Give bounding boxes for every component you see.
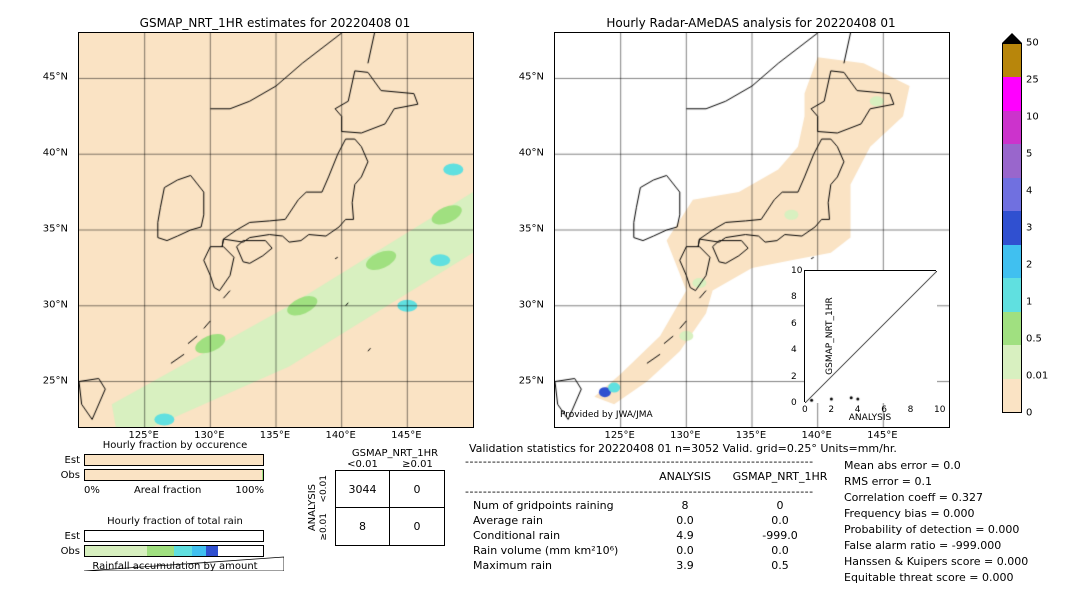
x-tick: 130°E (670, 426, 700, 441)
validation-cell: 0 (725, 498, 835, 513)
inset-ylabel: GSMAP_NRT_1HR (825, 297, 835, 375)
right-map-panel: Hourly Radar-AMeDAS analysis for 2022040… (554, 16, 948, 426)
colorbar-tick: 0.01 (1026, 371, 1048, 382)
fraction-occurrence-title: Hourly fraction by occurence (60, 440, 290, 451)
x-tick: 140°E (801, 426, 831, 441)
validation-cell: 0.0 (645, 543, 725, 558)
contingency-row-label: ANALYSIS (307, 484, 318, 531)
ct-cell-01: 0 (390, 470, 445, 508)
inset-scatter: ANALYSIS GSMAP_NRT_1HR 00224466881010 (804, 270, 936, 402)
left-map-panel: GSMAP_NRT_1HR estimates for 20220408 01 … (78, 16, 472, 426)
right-map-title: Hourly Radar-AMeDAS analysis for 2022040… (554, 16, 948, 30)
validation-cell: 3.9 (645, 558, 725, 573)
colorbar-tick: 1 (1026, 297, 1032, 308)
y-tick: 40°N (43, 148, 72, 159)
metric-row: Probability of detection = 0.000 (844, 522, 1028, 538)
validation-cell: 0.5 (725, 558, 835, 573)
colorbar-overflow-icon (1002, 33, 1022, 43)
validation-cell: 0.0 (725, 543, 835, 558)
x-tick: 140°E (325, 426, 355, 441)
ct-cell-11: 0 (390, 508, 445, 546)
validation-cell: -999.0 (725, 528, 835, 543)
colorbar-tick: 4 (1026, 186, 1032, 197)
y-tick: 25°N (43, 375, 72, 386)
fraction-occurrence: Hourly fraction by occurence Est Obs 0% A… (60, 440, 290, 496)
validation-cell: Average rain (465, 513, 645, 528)
ct-cell-00: 3044 (335, 470, 390, 508)
frac-row-label: Obs (60, 546, 84, 557)
ct-row-h0: <0.01 (319, 475, 335, 503)
validation-cell: 8 (645, 498, 725, 513)
metric-row: Equitable threat score = 0.000 (844, 570, 1028, 586)
validation-cell: Num of gridpoints raining (465, 498, 645, 513)
contingency-col-label: GSMAP_NRT_1HR (305, 448, 455, 459)
contingency-table: GSMAP_NRT_1HR <0.01 ≥0.01 ANALYSIS <0.01… (305, 448, 455, 546)
colorbar-tick: 2 (1026, 260, 1032, 271)
left-map-canvas (78, 32, 474, 428)
metrics-block: Mean abs error = 0.0RMS error = 0.1Corre… (844, 458, 1028, 586)
frac-bar (84, 530, 264, 542)
colorbar-tick: 50 (1026, 38, 1039, 49)
validation-cell: 0.0 (645, 513, 725, 528)
metric-row: RMS error = 0.1 (844, 474, 1028, 490)
validation-cell: 4.9 (645, 528, 725, 543)
colorbar-tick: 0 (1026, 408, 1032, 419)
val-col1: ANALYSIS (645, 468, 725, 485)
ct-cell-10: 8 (335, 508, 390, 546)
y-tick: 45°N (519, 72, 548, 83)
fraction-total-rain: Hourly fraction of total rain EstObs Rai… (60, 516, 290, 572)
colorbar-tick: 25 (1026, 75, 1039, 86)
left-map-title: GSMAP_NRT_1HR estimates for 20220408 01 (78, 16, 472, 30)
ct-col-h0: <0.01 (335, 459, 390, 470)
frac-row-label: Obs (60, 470, 84, 481)
x-tick: 125°E (128, 426, 158, 441)
colorbar-tick: 10 (1026, 112, 1039, 123)
frac-scale-right: 100% (235, 485, 264, 496)
y-tick: 30°N (43, 299, 72, 310)
y-tick: 40°N (519, 148, 548, 159)
x-tick: 135°E (260, 426, 290, 441)
x-tick: 145°E (391, 426, 421, 441)
val-col2: GSMAP_NRT_1HR (725, 468, 835, 485)
provided-by-label: Provided by JWA/JMA (560, 410, 653, 420)
x-tick: 125°E (604, 426, 634, 441)
y-tick: 35°N (519, 224, 548, 235)
x-tick: 130°E (194, 426, 224, 441)
colorbar: 50 25 10 5 4 3 2 1 0.5 0.01 0 (1002, 33, 1068, 433)
colorbar-tick: 3 (1026, 223, 1032, 234)
frac-bar (84, 454, 264, 466)
frac-scale-left: 0% (84, 485, 100, 496)
validation-cell: Conditional rain (465, 528, 645, 543)
y-tick: 35°N (43, 224, 72, 235)
validation-cell: Rain volume (mm km²10⁶) (465, 543, 645, 558)
frac-row-label: Est (60, 531, 84, 542)
colorbar-tick: 5 (1026, 149, 1032, 160)
validation-cell: 0.0 (725, 513, 835, 528)
metric-row: Correlation coeff = 0.327 (844, 490, 1028, 506)
ct-row-h1: ≥0.01 (319, 513, 335, 541)
colorbar-tick: 0.5 (1026, 334, 1042, 345)
ct-col-h1: ≥0.01 (390, 459, 445, 470)
y-tick: 25°N (519, 375, 548, 386)
metric-row: Hanssen & Kuipers score = 0.000 (844, 554, 1028, 570)
validation-title: Validation statistics for 20220408 01 n=… (465, 442, 915, 455)
metric-row: Frequency bias = 0.000 (844, 506, 1028, 522)
frac-bar (84, 469, 264, 481)
frac-row-label: Est (60, 455, 84, 466)
metric-row: False alarm ratio = -999.000 (844, 538, 1028, 554)
frac-scale-mid: Areal fraction (134, 485, 201, 496)
y-tick: 30°N (519, 299, 548, 310)
y-tick: 45°N (43, 72, 72, 83)
metric-row: Mean abs error = 0.0 (844, 458, 1028, 474)
validation-cell: Maximum rain (465, 558, 645, 573)
x-tick: 135°E (736, 426, 766, 441)
fraction-total-rain-title: Hourly fraction of total rain (60, 516, 290, 527)
x-tick: 145°E (867, 426, 897, 441)
